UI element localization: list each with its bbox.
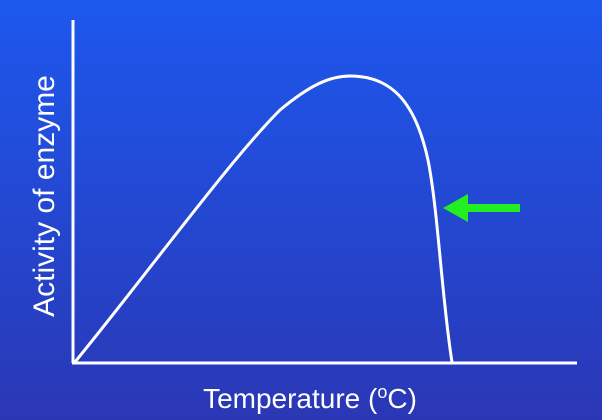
x-axis-label-superscript: o [377, 382, 387, 402]
y-axis-label: Activity of enzyme [28, 75, 61, 317]
x-axis-label-suffix: C) [387, 383, 417, 414]
x-axis-label-text: Temperature ( [203, 383, 378, 414]
pointer-arrow [443, 194, 520, 222]
activity-curve [73, 74, 454, 363]
x-axis-label: Temperature (oC) [203, 382, 417, 414]
